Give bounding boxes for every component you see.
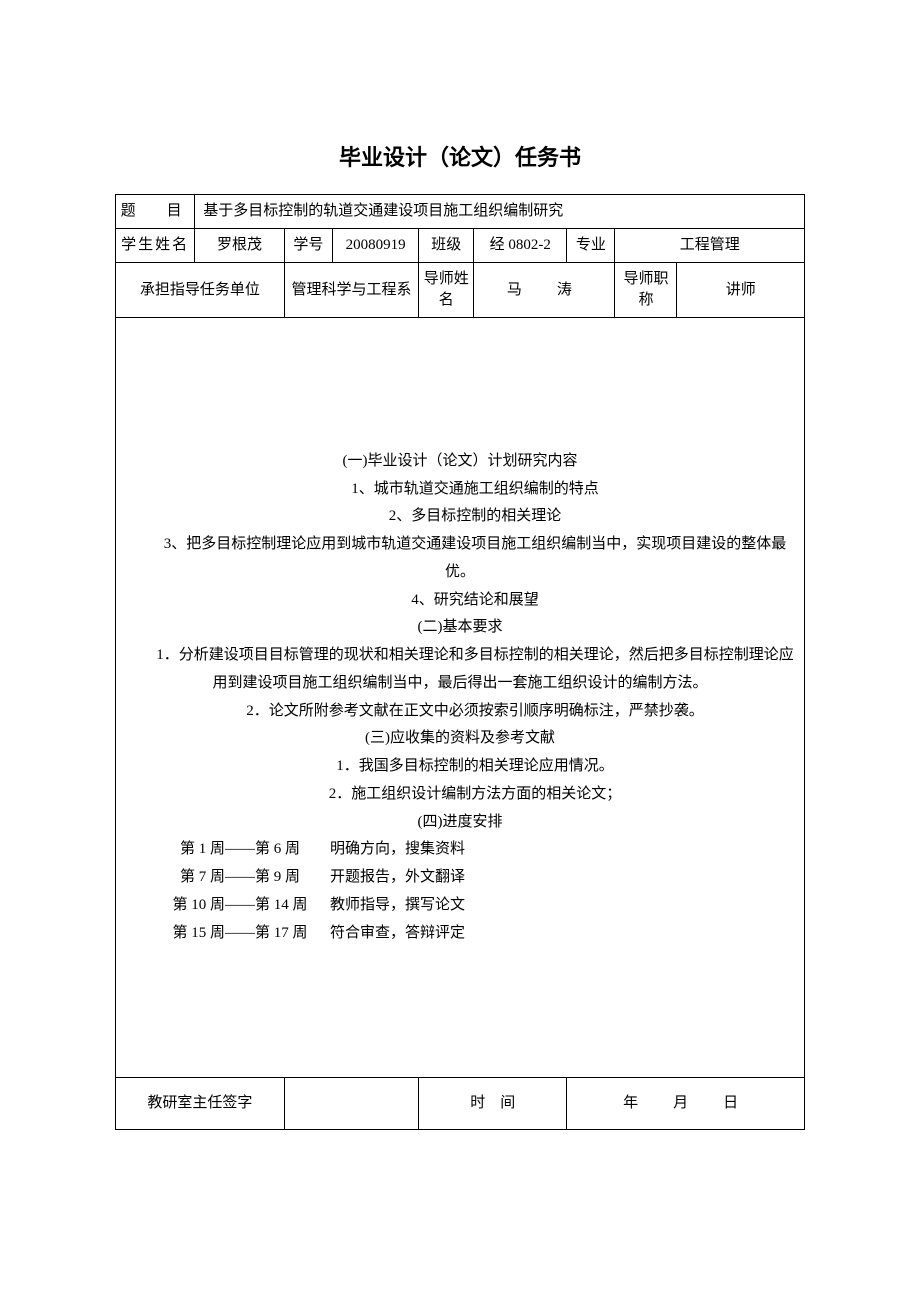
row-footer: 教研室主任签字 时 间 年 月 日 (116, 1078, 805, 1130)
major-label: 专业 (567, 229, 615, 263)
schedule-week: 第 15 周——第 17 周 (150, 920, 330, 948)
topic-value: 基于多目标控制的轨道交通建设项目施工组织编制研究 (195, 195, 805, 229)
unit-label: 承担指导任务单位 (116, 263, 285, 318)
task-form-table: 题 目 基于多目标控制的轨道交通建设项目施工组织编制研究 学生姓名 罗根茂 学号… (115, 194, 805, 1130)
schedule-task: 教师指导，撰写论文 (330, 892, 465, 920)
row-advisor: 承担指导任务单位 管理科学与工程系 导师姓名 马 涛 导师职称 讲师 (116, 263, 805, 318)
topic-label: 题 目 (116, 195, 195, 229)
schedule-task: 明确方向，搜集资料 (330, 836, 465, 864)
schedule-row: 第 1 周——第 6 周 明确方向，搜集资料 (120, 836, 800, 864)
sec1-item2: 2、多目标控制的相关理论 (120, 503, 800, 531)
row-content: (一)毕业设计（论文）计划研究内容 1、城市轨道交通施工组织编制的特点 2、多目… (116, 318, 805, 1078)
schedule-row: 第 15 周——第 17 周 符合审查，答辩评定 (120, 920, 800, 948)
sec4-head: (四)进度安排 (120, 809, 800, 837)
class-value: 经 0802-2 (474, 229, 567, 263)
document-title: 毕业设计（论文）任务书 (115, 140, 805, 172)
row-student: 学生姓名 罗根茂 学号 20080919 班级 经 0802-2 专业 工程管理 (116, 229, 805, 263)
content-cell: (一)毕业设计（论文）计划研究内容 1、城市轨道交通施工组织编制的特点 2、多目… (116, 318, 805, 1078)
date-value: 年 月 日 (567, 1078, 805, 1130)
sec2-head: (二)基本要求 (120, 614, 800, 642)
sec1-item4: 4、研究结论和展望 (120, 587, 800, 615)
class-label: 班级 (419, 229, 474, 263)
advisor-name-value: 马 涛 (474, 263, 615, 318)
sec1-item3: 3、把多目标控制理论应用到城市轨道交通建设项目施工组织编制当中，实现项目建设的整… (120, 531, 800, 587)
sec1-item1: 1、城市轨道交通施工组织编制的特点 (120, 476, 800, 504)
time-label: 时 间 (419, 1078, 567, 1130)
sid-label: 学号 (284, 229, 332, 263)
sec3-item2: 2．施工组织设计编制方法方面的相关论文； (120, 781, 800, 809)
schedule-week: 第 10 周——第 14 周 (150, 892, 330, 920)
unit-value: 管理科学与工程系 (284, 263, 418, 318)
schedule-week: 第 1 周——第 6 周 (150, 836, 330, 864)
schedule-task: 符合审查，答辩评定 (330, 920, 465, 948)
sign-label: 教研室主任签字 (116, 1078, 285, 1130)
major-value: 工程管理 (615, 229, 805, 263)
sec1-head: (一)毕业设计（论文）计划研究内容 (120, 448, 800, 476)
schedule-week: 第 7 周——第 9 周 (150, 864, 330, 892)
name-value: 罗根茂 (195, 229, 285, 263)
schedule-row: 第 10 周——第 14 周 教师指导，撰写论文 (120, 892, 800, 920)
advisor-title-value: 讲师 (677, 263, 805, 318)
sid-value: 20080919 (333, 229, 419, 263)
schedule-task: 开题报告，外文翻译 (330, 864, 465, 892)
row-topic: 题 目 基于多目标控制的轨道交通建设项目施工组织编制研究 (116, 195, 805, 229)
sec2-item2: 2．论文所附参考文献在正文中必须按索引顺序明确标注，严禁抄袭。 (120, 698, 800, 726)
advisor-name-label: 导师姓名 (419, 263, 474, 318)
sign-blank (284, 1078, 418, 1130)
advisor-title-label: 导师职称 (615, 263, 677, 318)
sec3-item1: 1．我国多目标控制的相关理论应用情况。 (120, 753, 800, 781)
content-body: (一)毕业设计（论文）计划研究内容 1、城市轨道交通施工组织编制的特点 2、多目… (120, 448, 800, 948)
schedule-row: 第 7 周——第 9 周 开题报告，外文翻译 (120, 864, 800, 892)
sec3-head: (三)应收集的资料及参考文献 (120, 725, 800, 753)
sec2-item1: 1．分析建设项目目标管理的现状和相关理论和多目标控制的相关理论，然后把多目标控制… (120, 642, 800, 698)
name-label: 学生姓名 (116, 229, 195, 263)
